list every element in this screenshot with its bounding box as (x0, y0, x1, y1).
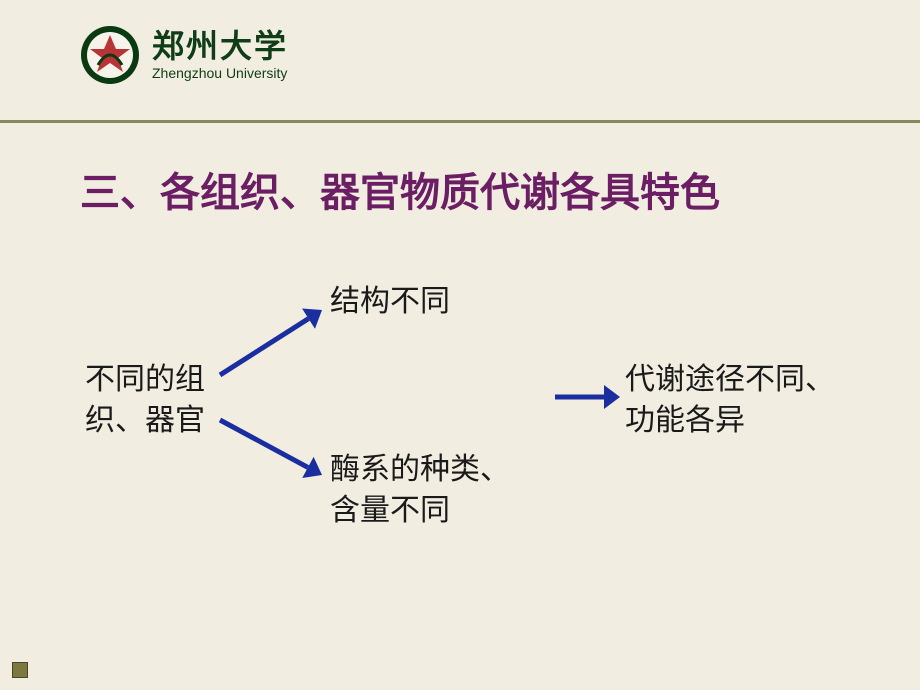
arrow-down-icon (200, 400, 342, 495)
university-name: 郑州大学 Zhengzhou University (152, 29, 288, 82)
university-name-cn: 郑州大学 (152, 29, 288, 64)
header-divider (0, 120, 920, 123)
university-name-en: Zhengzhou University (152, 66, 288, 81)
university-logo-icon (80, 25, 140, 85)
diagram-node-result: 代谢途径不同、功能各异 (625, 360, 885, 441)
diagram-node-structure: 结构不同 (330, 282, 530, 323)
slide: 郑州大学 Zhengzhou University 三、各组织、器官物质代谢各具… (0, 0, 920, 690)
arrow-right-icon (535, 377, 640, 417)
slide-header: 郑州大学 Zhengzhou University (80, 25, 288, 85)
slide-title: 三、各组织、器官物质代谢各具特色 (80, 160, 720, 218)
diagram-node-enzyme: 酶系的种类、含量不同 (330, 450, 550, 531)
corner-decoration-icon (12, 662, 28, 678)
arrow-up-icon (200, 290, 342, 395)
